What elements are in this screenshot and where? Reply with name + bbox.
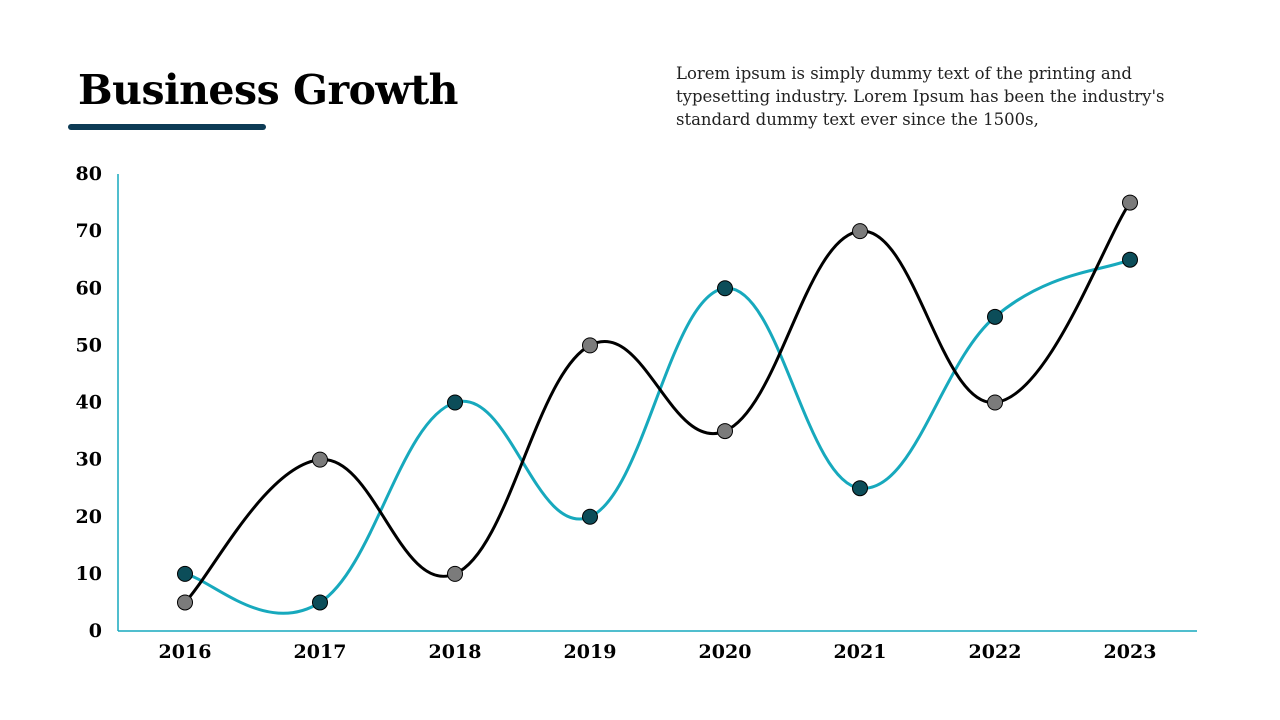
x-tick-label: 2016 — [159, 641, 212, 663]
title-underline — [68, 124, 266, 130]
data-point-series-2 — [582, 337, 598, 354]
data-point-series-2 — [717, 423, 733, 440]
x-tick-label: 2021 — [834, 641, 887, 663]
data-point-series-1 — [447, 394, 463, 411]
data-point-series-1 — [582, 508, 598, 525]
y-axis-ticks: 0 10 20 30 40 50 60 70 80 — [76, 163, 102, 642]
data-point-series-2 — [987, 394, 1003, 411]
data-point-series-1 — [852, 480, 868, 497]
x-tick-label: 2023 — [1104, 641, 1157, 663]
data-point-series-1 — [1122, 251, 1138, 268]
data-point-series-2 — [852, 223, 868, 240]
y-tick-label: 30 — [76, 449, 102, 471]
data-point-series-1 — [312, 594, 328, 611]
x-tick-label: 2018 — [429, 641, 482, 663]
x-tick-label: 2020 — [699, 641, 752, 663]
x-tick-label: 2022 — [969, 641, 1022, 663]
data-point-series-2 — [177, 594, 193, 611]
y-tick-label: 50 — [76, 334, 102, 356]
data-point-series-2 — [447, 565, 463, 582]
data-point-series-2 — [312, 451, 328, 468]
data-point-series-1 — [987, 308, 1003, 325]
y-tick-label: 80 — [76, 163, 102, 185]
series-lines — [183, 201, 1132, 615]
x-tick-label: 2019 — [564, 641, 617, 663]
y-tick-label: 10 — [76, 563, 102, 585]
y-tick-label: 20 — [76, 506, 102, 528]
y-tick-label: 70 — [76, 220, 102, 242]
data-point-series-1 — [177, 565, 193, 582]
series-line-1 — [183, 258, 1132, 615]
data-point-series-1 — [717, 280, 733, 297]
description-text: Lorem ipsum is simply dummy text of the … — [676, 64, 1165, 129]
y-tick-label: 40 — [76, 392, 102, 414]
data-point-series-2 — [1122, 194, 1138, 211]
x-tick-label: 2017 — [294, 641, 347, 663]
y-tick-label: 0 — [89, 620, 102, 642]
series-line-2 — [183, 201, 1132, 604]
page-title: Business Growth — [78, 66, 458, 114]
x-axis-ticks: 2016 2017 2018 2019 2020 2021 2022 2023 — [159, 641, 1157, 663]
series-points — [177, 194, 1138, 611]
y-tick-label: 60 — [76, 277, 102, 299]
